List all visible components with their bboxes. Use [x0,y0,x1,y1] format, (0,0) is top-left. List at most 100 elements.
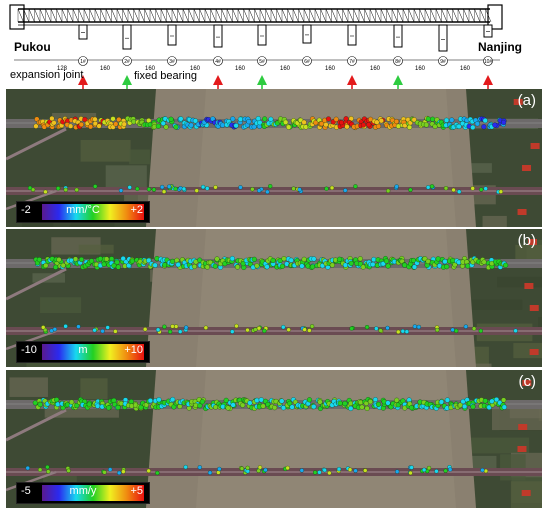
scatterer-point [353,468,358,473]
upper-bridge-deck [6,400,542,409]
truss-diagonal [325,8,332,23]
scatterer-point [489,398,495,404]
scatterer-point [470,404,476,410]
scatterer-point [336,256,343,262]
truss-diagonal [100,8,107,23]
truss-diagonal [149,8,156,23]
scatterer-point [443,468,448,473]
scatterer-point [342,400,348,407]
scatterer-point [251,256,257,262]
scatterer-point [393,118,400,125]
scatterer-point [480,467,485,473]
scatterer-point [170,396,176,403]
truss-diagonal [353,8,360,23]
span-length-label: 160 [145,66,156,72]
scatterer-point [234,323,239,329]
scatterer-point [364,324,370,330]
scatterer-point [167,329,173,334]
scatterer-point [230,402,236,408]
truss-diagonal [226,8,233,23]
scatterer-point [429,184,435,189]
scatterer-point [281,325,286,330]
scatterer-point [256,326,262,331]
scatterer-point [115,264,121,270]
scatterer-point [160,184,165,190]
building-roof [517,446,527,452]
truss-diagonal [210,8,217,23]
pier-id-circle [438,56,448,66]
truss-diagonal [485,8,492,23]
scatterer-point [113,329,118,334]
scatterer-point [41,325,46,330]
scatterer-point [416,324,422,330]
truss-diagonal [331,8,338,23]
panel-b-label: (b) [517,232,536,249]
scatterer-point [410,257,417,264]
colorbar-gradient [42,204,144,220]
scatterer-point [116,117,122,123]
scatterer-point [131,119,137,125]
truss-diagonal [463,8,470,23]
scatterer-point [443,117,450,123]
scatterer-point [371,256,377,263]
scatterer-point [301,119,307,125]
truss-diagonal [28,8,35,23]
scatterer-point [115,404,121,411]
scatterer-point [378,118,384,124]
truss-diagonal [122,8,129,23]
span-length-label: 160 [325,66,336,72]
scatterer-point [444,264,450,270]
scatterer-point [146,187,152,192]
scatterer-point [434,469,439,474]
pier [257,24,267,46]
left-city-label: Pukou [14,40,51,54]
scatterer-point [442,258,448,265]
scatterer-point [366,122,372,128]
field-patch [515,244,542,264]
scatterer-point [102,470,107,475]
scatterer-point [348,260,354,266]
panel-c-colorbar: -5 mm/y +5 [16,482,150,504]
expansion-bearing-arrowhead [347,75,357,85]
scatterer-point [264,264,270,270]
scatterer-point [213,185,218,190]
truss-diagonal [292,8,299,23]
scatterer-point [223,397,229,403]
scatterer-point [69,399,75,405]
pier-id-label: 7# [349,59,355,65]
scatterer-point [492,122,498,128]
scatterer-point [329,262,335,268]
scatterer-point [197,465,202,470]
truss-diagonal [166,8,173,23]
scatterer-point [184,325,189,330]
colorbar-gradient [42,485,144,501]
scatterer-point [302,327,307,332]
truss-diagonal [89,8,96,23]
pier [302,24,312,44]
scatterer-point [385,325,390,331]
pier-id-circle [483,56,493,66]
scatterer-point [121,469,126,474]
truss-diagonal [83,8,90,23]
approach-road [6,267,67,301]
scatterer-point [404,329,409,334]
scatterer-point [408,187,413,192]
truss-diagonal [435,8,442,23]
scatterer-point [279,263,285,269]
scatterer-point [117,470,122,476]
truss-diagonal [424,8,431,23]
span-length-label: 160 [370,66,381,72]
scatterer-point [470,124,476,130]
scatterer-point [76,324,81,329]
scatterer-point [93,184,98,189]
truss-diagonal [441,8,448,23]
pier-id-circle [167,56,177,66]
scatterer-point [178,329,183,334]
scatterer-point [265,189,270,194]
scatterer-point [425,116,431,122]
scatterer-point [323,122,329,128]
scatterer-point [347,467,353,472]
colorbar-min: -5 [21,485,31,497]
truss-diagonal [111,8,118,23]
span-length-label: 128 [57,66,68,72]
